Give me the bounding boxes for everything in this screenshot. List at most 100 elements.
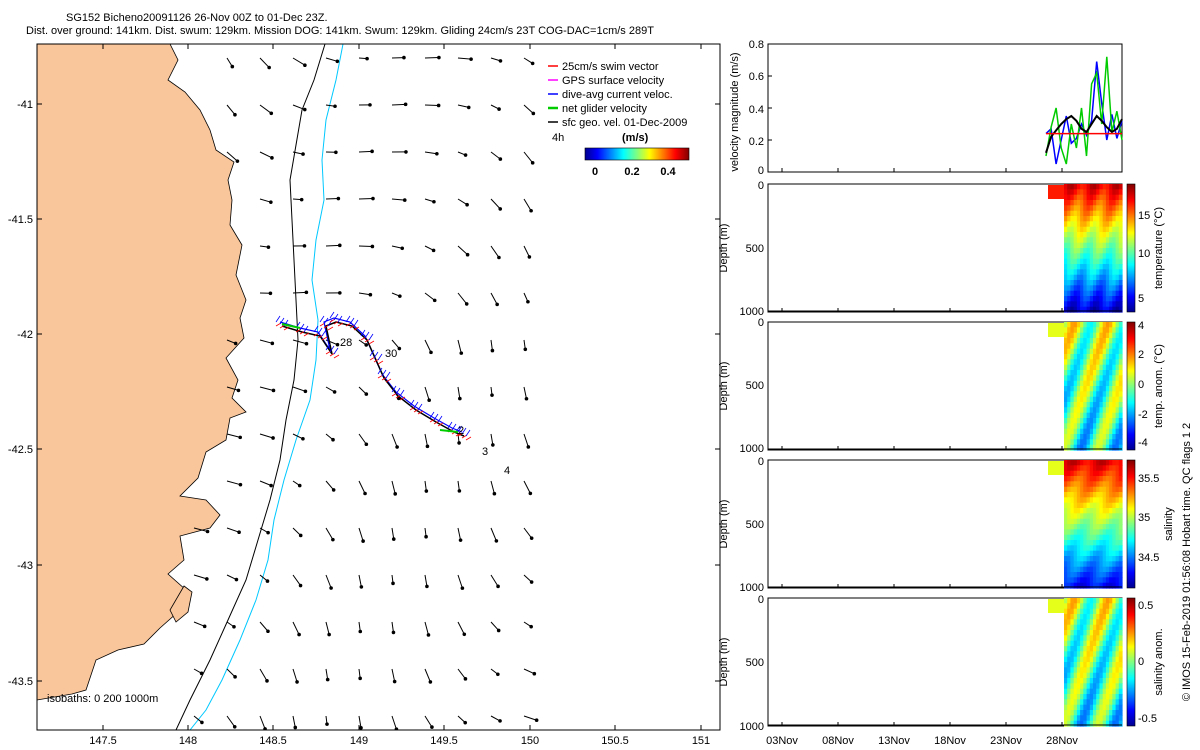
section-cell [1096, 380, 1100, 387]
sal-cbar-tick: 34.5 [1138, 552, 1159, 564]
section-cell [1083, 656, 1088, 663]
section-cell [1093, 534, 1097, 541]
colorbar-tick: 0.4 [660, 166, 676, 178]
section-cell [1093, 688, 1097, 695]
section-cell [1118, 460, 1123, 466]
sal-y-tick: 1000 [740, 582, 764, 594]
section-cell [1070, 619, 1075, 626]
section-cell [1118, 375, 1123, 382]
velocity-vector-head [358, 676, 362, 681]
section-cell [1105, 348, 1110, 355]
section-cell [1070, 524, 1075, 530]
section-cell [1096, 656, 1100, 663]
section-cell [1083, 460, 1088, 466]
section-cell [1112, 529, 1117, 536]
section-cell [1064, 237, 1068, 244]
section-cell [1099, 688, 1104, 695]
section-cell [1073, 306, 1078, 313]
section-cell [1099, 481, 1104, 488]
velocity-vector-head [335, 342, 340, 347]
section-cell [1086, 370, 1091, 376]
section-cell [1115, 656, 1120, 663]
section-cell [1080, 550, 1084, 557]
section-cell [1093, 662, 1097, 668]
section-cell [1076, 524, 1081, 530]
velocity-vector-head [524, 396, 529, 401]
section-cell [1109, 418, 1113, 424]
section-cell [1096, 264, 1100, 270]
section-cell [1118, 396, 1123, 403]
section-cell [1093, 444, 1097, 451]
section-cell [1099, 237, 1104, 244]
section-cell [1102, 651, 1107, 658]
section-cell [1076, 290, 1081, 297]
section-cell [1080, 683, 1084, 690]
section-cell [1105, 662, 1110, 668]
colorbar-tick: 0.2 [624, 166, 639, 178]
section-cell [1118, 540, 1123, 546]
dac-vector [329, 311, 335, 319]
section-cell [1076, 582, 1081, 589]
section-cell [1064, 545, 1068, 552]
section-cell [1109, 296, 1113, 302]
section-cell [1109, 423, 1113, 430]
section-cell [1064, 524, 1068, 530]
section-cell [1080, 216, 1084, 222]
section-cell [1102, 561, 1107, 568]
section-cell [1102, 375, 1107, 382]
section-cell [1089, 285, 1094, 292]
section-cell [1112, 614, 1117, 620]
section-cell [1099, 205, 1104, 212]
velocity-vector-head [425, 584, 429, 589]
section-cell [1073, 683, 1078, 690]
glider-track [275, 311, 472, 441]
sanom-cbar-tick: 0.5 [1138, 600, 1153, 612]
section-cell [1112, 608, 1117, 615]
section-cell [1118, 646, 1123, 652]
section-cell [1112, 502, 1117, 509]
section-cell [1086, 566, 1091, 573]
section-cell [1070, 651, 1075, 658]
section-cell [1083, 327, 1088, 334]
section-cell [1089, 694, 1094, 700]
velocity-vector [259, 668, 268, 682]
velocity-vector-head [463, 153, 468, 157]
section-cell [1102, 290, 1107, 297]
section-cell [1115, 380, 1120, 387]
section-cell [1073, 439, 1078, 446]
section-cell [1083, 651, 1088, 658]
section-cell [1067, 582, 1071, 589]
velocity-vector-head [466, 105, 471, 110]
section-cell [1073, 221, 1078, 228]
section-cell [1064, 280, 1068, 286]
section-cell [1118, 582, 1123, 589]
velocity-vector-head [271, 388, 276, 393]
section-cell [1115, 306, 1120, 313]
section-cell [1070, 205, 1075, 212]
section-cell [1083, 603, 1088, 610]
section-cell [1070, 290, 1075, 297]
section-cell [1073, 264, 1078, 270]
section-cell [1083, 476, 1088, 482]
section-cell [1093, 630, 1097, 636]
section-cell [1093, 566, 1097, 573]
section-cell [1073, 667, 1078, 674]
section-cell [1067, 566, 1071, 573]
section-cell [1064, 354, 1068, 360]
section-cell [1093, 518, 1097, 525]
section-cell [1093, 396, 1097, 403]
velocity-vector-head [424, 534, 428, 539]
section-cell [1076, 518, 1081, 525]
section-cell [1102, 296, 1107, 302]
section-cell [1109, 253, 1113, 260]
sal-y-tick: 500 [746, 519, 764, 531]
section-cell [1118, 226, 1123, 233]
section-cell [1109, 710, 1113, 716]
section-cell [1073, 184, 1078, 190]
section-cell [1096, 332, 1100, 339]
section-cell [1105, 396, 1110, 403]
section-cell [1073, 248, 1078, 254]
section-cell [1067, 348, 1071, 355]
velocity-vector-head [432, 298, 437, 303]
section-cell [1073, 386, 1078, 392]
